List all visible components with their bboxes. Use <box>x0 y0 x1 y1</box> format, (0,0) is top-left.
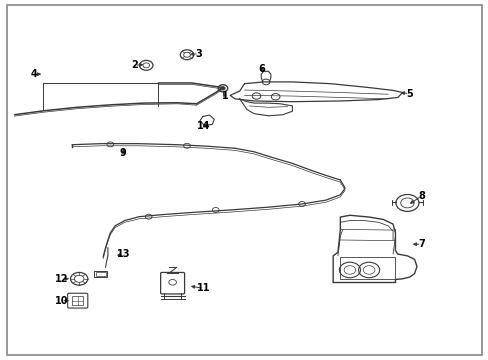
Text: 9: 9 <box>120 148 126 158</box>
Text: 13: 13 <box>116 249 130 259</box>
Text: 3: 3 <box>195 49 202 59</box>
Text: 2: 2 <box>131 60 138 70</box>
Text: 7: 7 <box>418 239 425 249</box>
Text: 8: 8 <box>418 191 425 201</box>
Text: 6: 6 <box>257 64 264 74</box>
Text: 1: 1 <box>222 91 228 102</box>
FancyBboxPatch shape <box>72 296 83 305</box>
Text: 14: 14 <box>197 121 210 131</box>
FancyBboxPatch shape <box>96 272 105 276</box>
Text: 12: 12 <box>55 274 68 284</box>
Text: 11: 11 <box>197 283 210 293</box>
Text: 5: 5 <box>406 89 412 99</box>
FancyBboxPatch shape <box>94 271 107 277</box>
FancyBboxPatch shape <box>340 257 395 279</box>
FancyBboxPatch shape <box>160 273 184 294</box>
Circle shape <box>221 87 224 90</box>
FancyBboxPatch shape <box>67 293 88 308</box>
Text: 10: 10 <box>55 296 68 306</box>
Text: 4: 4 <box>30 69 37 79</box>
